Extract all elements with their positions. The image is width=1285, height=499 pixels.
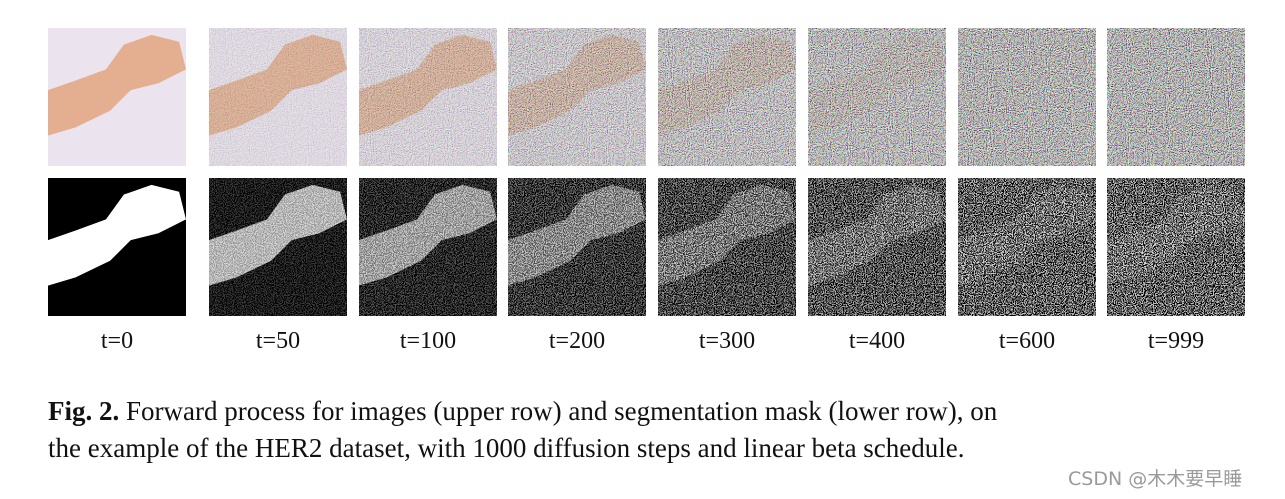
noise <box>1107 28 1245 166</box>
mask-tile <box>359 178 497 316</box>
mask-tile <box>1107 178 1245 316</box>
noise <box>359 28 497 166</box>
noise <box>359 178 497 316</box>
timestep-label: t=600 <box>999 328 1055 354</box>
timestep-label: t=300 <box>699 328 755 354</box>
image-tile <box>359 28 497 166</box>
mask-tile <box>209 178 347 316</box>
image-tile <box>209 28 347 166</box>
image-tile <box>658 28 796 166</box>
mask-tile <box>508 178 646 316</box>
image-tile <box>958 28 1096 166</box>
image-tile <box>48 28 186 166</box>
tissue-band <box>48 34 186 136</box>
timestep-label: t=50 <box>256 328 300 354</box>
noise <box>808 178 946 316</box>
mask-tile <box>958 178 1096 316</box>
mask-tile <box>808 178 946 316</box>
caption-text: Forward process for images (upper row) a… <box>126 396 998 426</box>
noise <box>658 28 796 166</box>
caption-line: the example of the HER2 dataset, with 10… <box>48 433 965 463</box>
mask-tile <box>48 178 186 316</box>
watermark: CSDN @木木要早睡 <box>1068 468 1242 490</box>
noise <box>209 28 347 166</box>
noise <box>508 178 646 316</box>
noise <box>508 28 646 166</box>
timestep-label: t=100 <box>400 328 456 354</box>
caption-line: Fig. 2. Forward process for images (uppe… <box>48 396 998 426</box>
noise <box>1107 178 1245 316</box>
image-tile <box>508 28 646 166</box>
noise <box>958 28 1096 166</box>
image-tile <box>1107 28 1245 166</box>
noise <box>958 178 1096 316</box>
timestep-label: t=999 <box>1148 328 1204 354</box>
timestep-label: t=400 <box>849 328 905 354</box>
caption-label: Fig. 2. <box>48 396 119 426</box>
noise <box>209 178 347 316</box>
timestep-label: t=0 <box>101 328 133 354</box>
noise <box>808 28 946 166</box>
noise <box>658 178 796 316</box>
mask-tile <box>658 178 796 316</box>
timestep-label: t=200 <box>549 328 605 354</box>
image-tile <box>808 28 946 166</box>
mask-region <box>48 184 186 286</box>
